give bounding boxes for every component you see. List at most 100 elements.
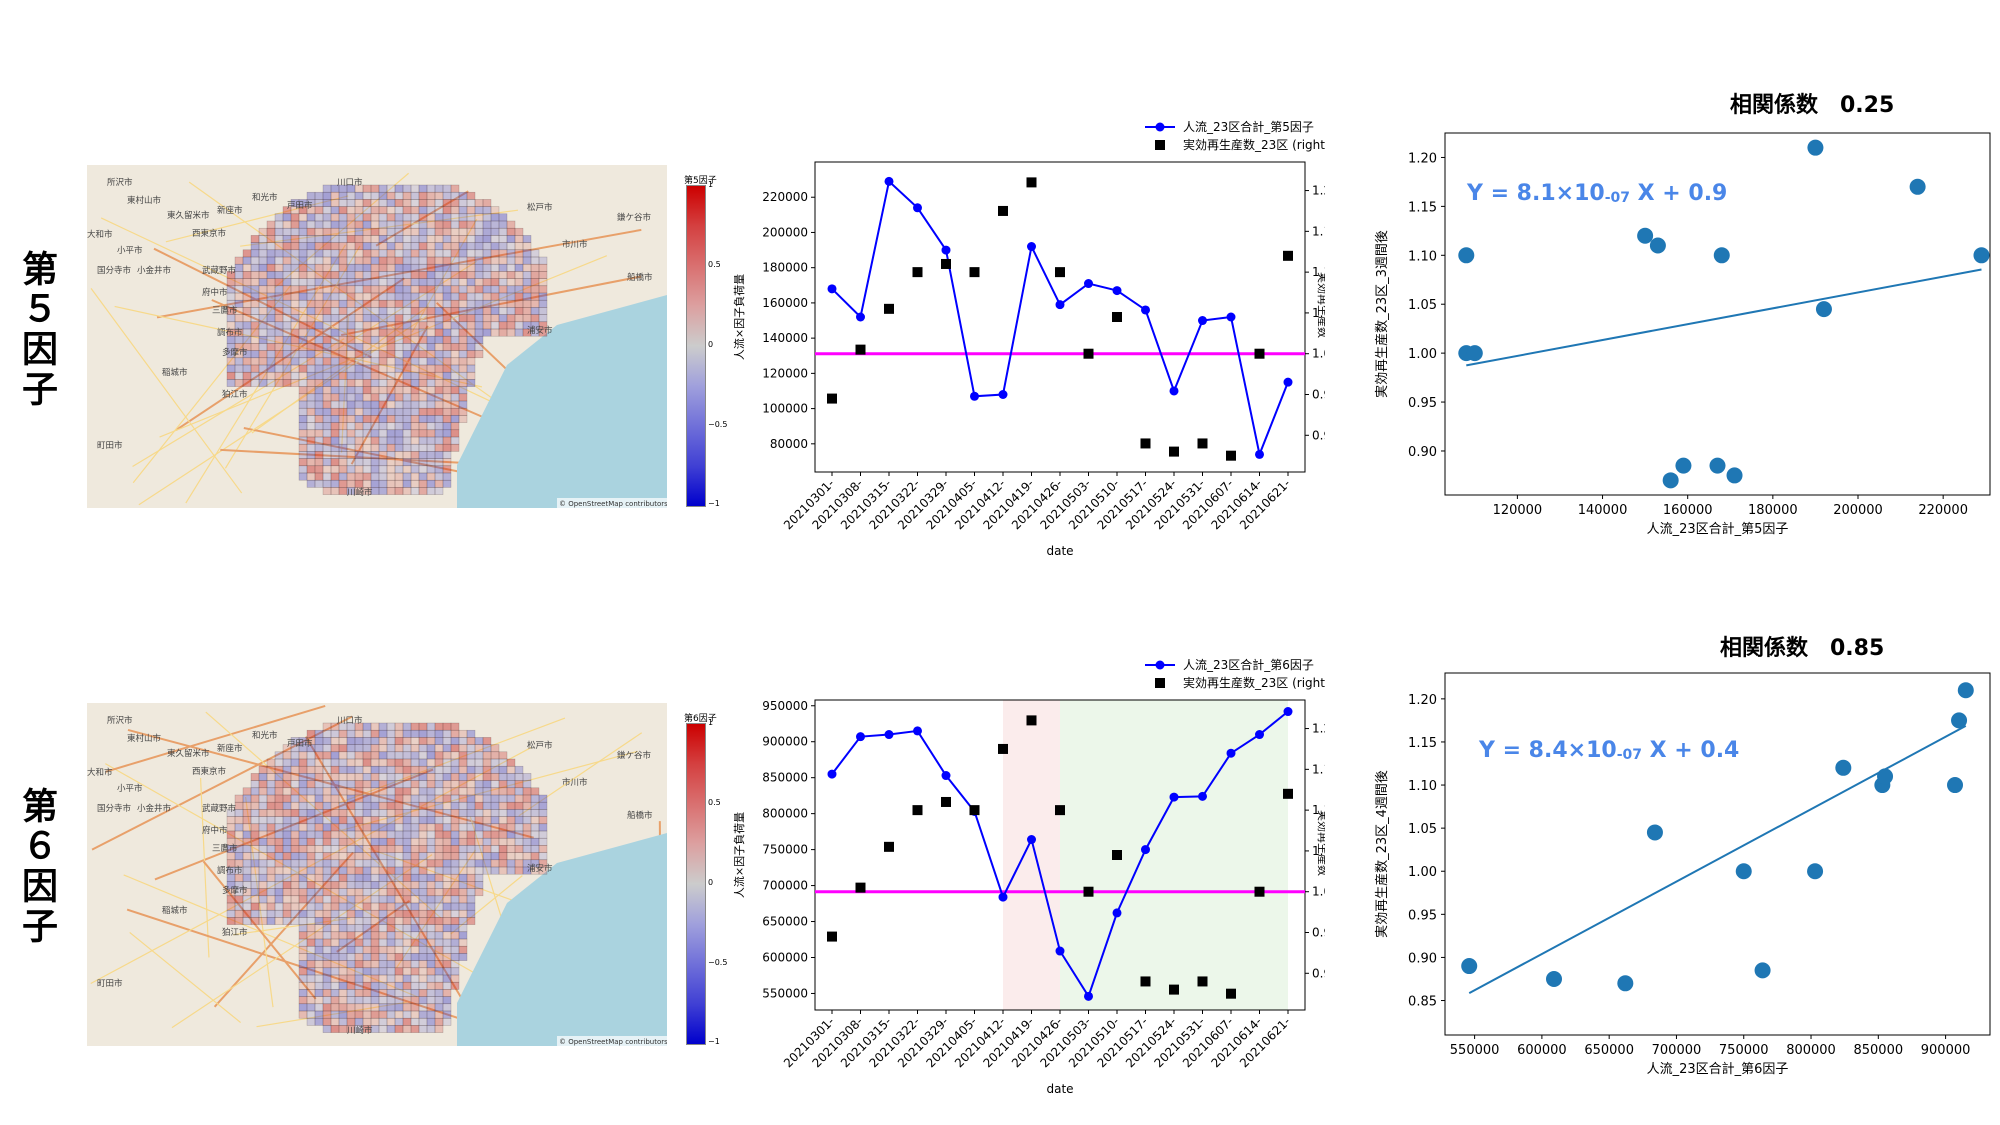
grid-cell xyxy=(378,465,388,474)
grid-cell xyxy=(386,335,396,344)
grid-cell xyxy=(450,902,460,911)
shaded-region xyxy=(1060,700,1288,1010)
grid-cell xyxy=(282,321,292,330)
grid-cell xyxy=(234,816,244,825)
grid-cell xyxy=(378,184,388,193)
grid-cell xyxy=(514,307,524,315)
grid-cell xyxy=(266,227,276,236)
grid-cell xyxy=(290,830,300,839)
series-point xyxy=(827,769,837,779)
grid-cell xyxy=(402,191,412,200)
grid-cell xyxy=(394,307,404,315)
grid-cell xyxy=(410,873,420,882)
grid-cell xyxy=(378,945,388,954)
map-road xyxy=(205,711,442,919)
grid-cell xyxy=(354,415,364,423)
grid-cell xyxy=(282,328,292,337)
grid-cell xyxy=(322,737,332,745)
grid-cell xyxy=(378,436,388,445)
grid-cell xyxy=(394,328,404,337)
grid-cell xyxy=(290,379,300,387)
grid-cell xyxy=(370,299,380,308)
grid-cell xyxy=(354,765,364,774)
grid-cell xyxy=(346,400,356,409)
grid-cell xyxy=(474,765,484,774)
grid-cell xyxy=(474,299,484,308)
grid-cell xyxy=(298,801,308,810)
grid-cell xyxy=(282,235,292,243)
grid-cell xyxy=(338,191,348,200)
series-point xyxy=(1226,748,1236,758)
map-place-label: 所沢市 xyxy=(107,177,133,188)
grid-cell xyxy=(282,758,292,767)
grid-cell xyxy=(426,1017,436,1026)
grid-cell xyxy=(330,227,340,236)
series-point xyxy=(884,176,894,186)
grid-cell xyxy=(298,458,308,467)
grid-cell xyxy=(298,794,308,803)
grid-cell xyxy=(370,845,380,853)
grid-cell xyxy=(434,816,444,825)
grid-cell xyxy=(394,422,404,431)
grid-cell xyxy=(306,285,316,294)
map-place-label: 大和市 xyxy=(87,229,113,240)
grid-cell xyxy=(402,422,412,431)
grid-cell xyxy=(458,235,468,243)
grid-cell xyxy=(314,278,324,287)
grid-cell xyxy=(482,278,492,287)
grid-cell xyxy=(242,888,252,897)
grid-cell xyxy=(458,830,468,839)
grid-cell xyxy=(378,830,388,839)
grid-cell xyxy=(378,1010,388,1019)
grid-cell xyxy=(322,422,332,431)
factor5-cb-tick: 0 xyxy=(708,340,714,349)
grid-cell xyxy=(306,199,316,207)
grid-cell xyxy=(370,191,380,200)
grid-cell xyxy=(434,328,444,337)
grid-cell xyxy=(330,787,340,796)
grid-cell xyxy=(370,213,380,222)
grid-cell xyxy=(538,328,548,337)
grid-cell xyxy=(442,989,452,997)
grid-cell xyxy=(402,328,412,337)
grid-cell xyxy=(434,335,444,344)
grid-cell xyxy=(466,379,476,387)
grid-cell xyxy=(234,866,244,875)
grid-cell xyxy=(386,314,396,323)
grid-cell xyxy=(346,227,356,236)
grid-cell xyxy=(450,895,460,904)
grid-cell xyxy=(402,1003,412,1012)
grid-cell xyxy=(418,220,428,229)
grid-cell xyxy=(362,242,372,251)
grid-cell xyxy=(402,379,412,387)
grid-cell xyxy=(426,1010,436,1019)
grid-cell xyxy=(258,917,268,925)
grid-cell xyxy=(418,364,428,373)
grid-cell xyxy=(338,801,348,810)
grid-cell xyxy=(322,931,332,940)
grid-cell xyxy=(306,960,316,969)
grid-cell xyxy=(394,278,404,287)
grid-cell xyxy=(354,479,364,488)
grid-cell xyxy=(442,751,452,760)
map-place-label: 小平市 xyxy=(117,783,143,794)
grid-cell xyxy=(490,321,500,330)
grid-cell xyxy=(442,292,452,301)
grid-cell xyxy=(426,242,436,251)
map-road xyxy=(350,325,429,465)
grid-cell xyxy=(418,227,428,236)
grid-cell xyxy=(370,794,380,803)
grid-cell xyxy=(522,271,532,279)
grid-cell xyxy=(338,996,348,1005)
factor6-regression-equation: Y = 8.4×10-07 X + 0.4 xyxy=(1479,738,1739,763)
grid-cell xyxy=(482,227,492,236)
grid-cell xyxy=(330,299,340,308)
eq-main: Y = 8.1×10 xyxy=(1467,181,1605,206)
factor6-colorbar-title: 第6因子 xyxy=(684,714,717,724)
grid-cell xyxy=(250,249,260,258)
y-tick-right-label: 1.15 xyxy=(1312,224,1325,238)
grid-cell xyxy=(434,809,444,817)
grid-cell xyxy=(378,328,388,337)
grid-cell xyxy=(306,953,316,961)
